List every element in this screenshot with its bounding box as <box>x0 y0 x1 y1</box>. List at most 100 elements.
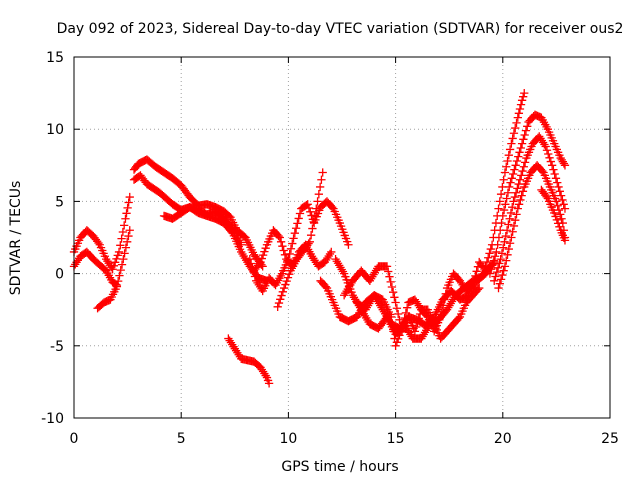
data-point <box>123 203 132 213</box>
data-point <box>516 195 525 205</box>
data-point <box>282 276 291 286</box>
data-point <box>507 174 516 183</box>
data-point <box>490 252 500 261</box>
data-point <box>473 285 483 294</box>
data-point <box>494 283 503 293</box>
data-point <box>391 341 400 350</box>
data-point <box>508 227 517 236</box>
data-point <box>280 250 290 259</box>
data-point <box>510 165 519 174</box>
data-point <box>514 200 524 209</box>
y-tick-label: -10 <box>41 411 64 427</box>
data-point <box>339 269 349 278</box>
data-point <box>515 148 524 157</box>
data-point <box>440 295 449 304</box>
series-trace-h <box>245 197 353 296</box>
data-point <box>385 272 394 281</box>
data-point <box>520 130 529 140</box>
data-point <box>386 277 395 287</box>
series-trace-n <box>352 257 490 350</box>
data-point <box>507 139 516 148</box>
data-point <box>505 239 515 248</box>
data-point <box>558 195 567 205</box>
data-point <box>276 237 286 246</box>
data-point <box>394 309 403 319</box>
data-point <box>521 126 531 135</box>
series-trace-j <box>273 168 327 311</box>
data-point <box>469 276 479 285</box>
data-point <box>502 194 511 203</box>
data-point <box>515 104 525 114</box>
data-point <box>550 208 559 218</box>
data-point <box>112 282 122 291</box>
data-point <box>511 216 520 225</box>
data-point <box>111 258 120 267</box>
data-point <box>504 244 513 254</box>
series-trace-s <box>537 185 570 245</box>
data-point <box>507 233 516 242</box>
data-point <box>496 190 506 199</box>
data-point <box>538 166 547 176</box>
data-point <box>509 197 518 206</box>
data-point <box>387 312 396 322</box>
data-point <box>496 226 505 235</box>
series-trace-b <box>69 247 122 290</box>
data-point <box>503 250 512 259</box>
data-point <box>511 123 520 133</box>
y-tick-label: 15 <box>46 50 64 66</box>
data-point <box>291 224 301 233</box>
data-point <box>496 275 506 284</box>
data-point <box>502 256 511 265</box>
data-point <box>114 247 124 257</box>
data-point <box>246 259 256 268</box>
x-axis-label: GPS time / hours <box>281 459 398 475</box>
data-point <box>121 214 130 223</box>
data-point <box>523 122 532 131</box>
data-point <box>295 209 305 218</box>
data-point <box>341 234 351 243</box>
data-point <box>500 168 510 177</box>
data-point <box>518 166 527 176</box>
data-point <box>437 306 447 316</box>
y-tick-label: 10 <box>46 122 64 138</box>
data-point <box>484 253 493 262</box>
data-point <box>340 231 349 240</box>
data-point <box>395 331 404 340</box>
data-point <box>109 261 119 270</box>
data-point <box>315 182 325 192</box>
data-point <box>335 218 345 228</box>
data-point <box>498 270 507 280</box>
data-point <box>508 169 518 179</box>
data-point <box>495 259 504 268</box>
data-point <box>554 182 563 192</box>
data-point <box>436 312 445 322</box>
data-point <box>258 250 268 260</box>
data-point <box>119 255 128 264</box>
data-point <box>505 214 514 223</box>
data-point <box>336 222 346 231</box>
data-point <box>306 231 316 240</box>
data-point <box>114 276 123 286</box>
data-point <box>125 226 134 235</box>
x-tick-label: 20 <box>494 431 512 447</box>
data-point <box>518 187 528 196</box>
data-point <box>512 118 521 127</box>
data-point <box>118 227 128 237</box>
data-point <box>487 265 496 274</box>
data-point <box>327 247 336 257</box>
data-point <box>500 237 509 246</box>
data-point <box>412 322 421 332</box>
data-point <box>499 205 509 215</box>
data-point <box>392 304 402 313</box>
data-point <box>520 88 529 98</box>
data-point <box>555 222 564 231</box>
data-point <box>390 293 399 302</box>
data-point <box>312 204 321 213</box>
data-point <box>505 145 515 154</box>
data-point <box>556 210 565 219</box>
data-point <box>347 288 356 297</box>
data-point <box>517 96 527 105</box>
data-point <box>489 256 498 265</box>
data-point <box>278 242 287 251</box>
data-point <box>306 207 315 216</box>
